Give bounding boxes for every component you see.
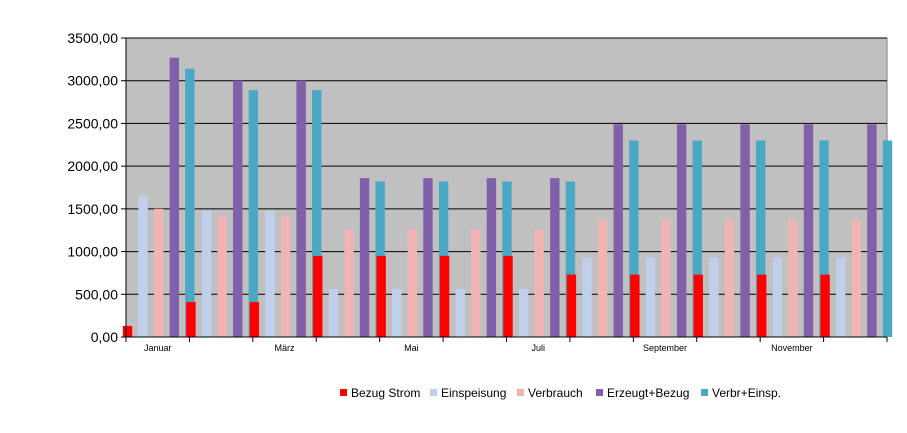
bar (312, 90, 322, 338)
bar (582, 257, 592, 337)
bar (248, 90, 259, 338)
bar (566, 274, 577, 337)
bar (185, 68, 195, 338)
legend-swatch (517, 389, 524, 396)
bar (280, 215, 291, 337)
x-tick-label: Januar (144, 343, 172, 353)
bar (550, 178, 560, 337)
bar (471, 229, 481, 337)
x-tick-label: September (643, 343, 687, 353)
y-tick-label: 3500,00 (67, 30, 118, 46)
bar (851, 219, 861, 337)
bar (344, 229, 354, 337)
bar (296, 80, 306, 337)
y-tick-label: 2500,00 (67, 115, 118, 131)
bar (597, 219, 608, 337)
bar (407, 229, 418, 337)
y-tick-label: 1500,00 (67, 201, 118, 217)
legend-label: Verbr+Einsp. (712, 386, 781, 400)
bar (486, 178, 497, 337)
bar (439, 255, 450, 337)
bar (534, 229, 544, 337)
bar (882, 140, 893, 337)
bar (756, 274, 767, 337)
bar (709, 257, 719, 337)
legend-label: Verbrauch (528, 386, 583, 400)
bar (676, 124, 687, 337)
bar (724, 219, 735, 337)
y-tick-label: 1000,00 (67, 244, 118, 260)
legend-label: Einspeisung (441, 386, 506, 400)
bar (265, 210, 275, 337)
bar (661, 219, 671, 337)
bar (122, 325, 133, 337)
y-tick-label: 3000,00 (67, 73, 118, 89)
legend-swatch (340, 389, 347, 396)
bar (565, 181, 576, 337)
bar (629, 140, 639, 337)
x-tick-label: März (275, 343, 295, 353)
bar (819, 140, 829, 337)
bar (217, 215, 227, 337)
bars (122, 57, 893, 338)
legend: Bezug Strom Einspeisung Verbrauch Erzeugt+B… (340, 386, 781, 400)
bar (249, 301, 260, 337)
bar (867, 124, 877, 337)
bar (693, 274, 703, 337)
x-tick-label: Juli (531, 343, 545, 353)
bar (692, 140, 702, 337)
bar (503, 255, 513, 337)
bar (803, 124, 814, 337)
bar (630, 274, 640, 337)
bar (186, 301, 196, 337)
bar (233, 80, 243, 337)
axes: 0,00 500,00 1000,00 1500,00 2000,00 2500,00 30… (67, 30, 888, 353)
bar (328, 289, 339, 337)
bar (613, 124, 623, 337)
x-tick-label: Mai (404, 343, 419, 353)
bar (740, 124, 750, 337)
legend-label: Bezug Strom (351, 386, 420, 400)
bar (788, 219, 798, 337)
bar (820, 274, 830, 337)
legend-swatch (596, 389, 603, 396)
bar (169, 57, 180, 338)
bar (359, 178, 370, 337)
bar (313, 255, 323, 337)
bar (772, 257, 782, 337)
bar (154, 208, 164, 337)
bar (138, 195, 148, 337)
bar (423, 178, 433, 337)
legend-label: Erzeugt+Bezug (607, 386, 689, 400)
bar (392, 289, 402, 337)
legend-swatch (701, 389, 708, 396)
y-tick-label: 2000,00 (67, 158, 118, 174)
y-tick-label: 500,00 (75, 286, 118, 302)
bar (201, 210, 212, 337)
x-tick-label: November (771, 343, 813, 353)
bar (645, 257, 656, 337)
bar (376, 255, 386, 337)
bar (518, 289, 529, 337)
bar (835, 257, 846, 337)
y-tick-label: 0,00 (91, 329, 118, 345)
legend-swatch (430, 389, 437, 396)
bar (755, 140, 766, 337)
bar (455, 289, 465, 337)
